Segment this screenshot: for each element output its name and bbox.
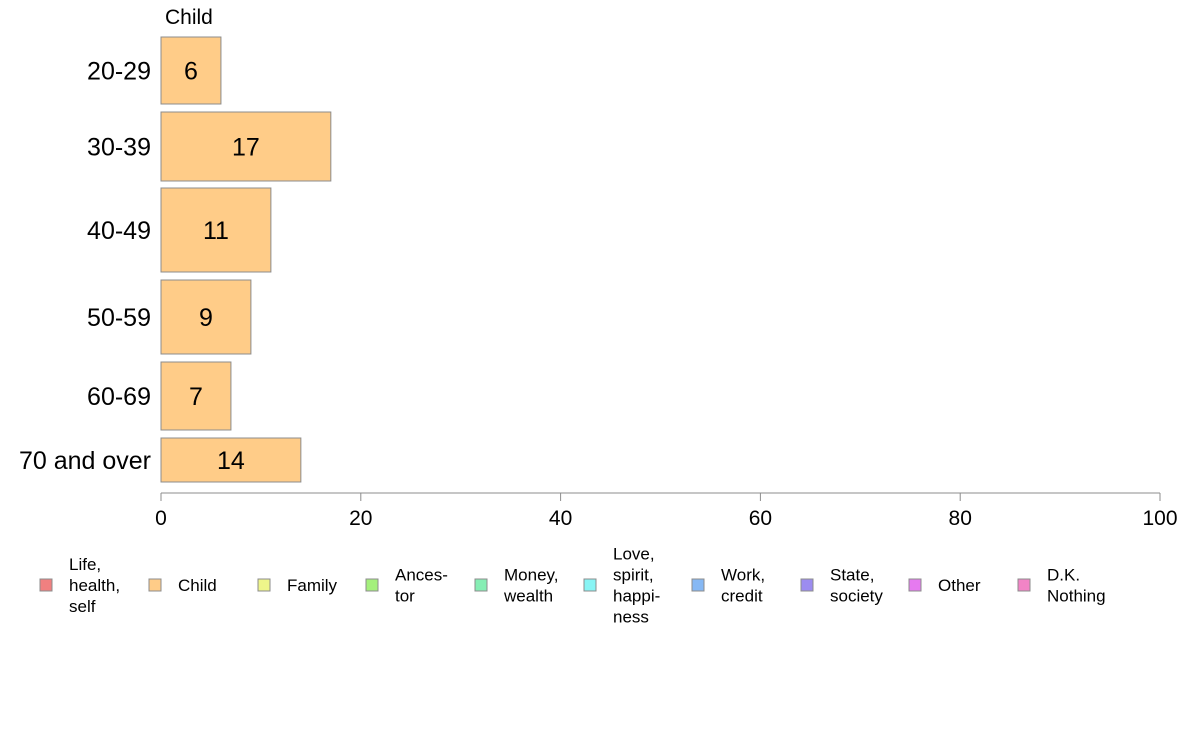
bar-value-label: 11: [203, 217, 229, 245]
bar: [160, 36, 222, 105]
legend-swatch: [1017, 578, 1031, 592]
category-labels: 20-29 30-39 40-49 50-59 60-69 70 and over: [19, 58, 151, 476]
bar-value-label: 6: [184, 58, 198, 86]
legend-swatch: [148, 578, 162, 592]
legend: Life, health, self Child Family Ances-tor Mone…: [39, 545, 1106, 627]
category-label: 30-39: [87, 134, 151, 162]
legend-label: D.K.: [1047, 566, 1080, 585]
x-tick-label: 100: [1142, 507, 1177, 530]
legend-label: society: [830, 587, 883, 606]
category-label: 60-69: [87, 383, 151, 411]
bar-value-label: 17: [232, 134, 260, 162]
legend-label: wealth: [503, 587, 553, 606]
legend-label: Other: [938, 576, 981, 595]
bar-value-label: 7: [189, 383, 203, 411]
legend-swatch: [365, 578, 379, 592]
category-label: 50-59: [87, 304, 151, 332]
column-header-label: Child: [165, 6, 213, 29]
legend-label: self: [69, 597, 96, 616]
x-tick-label: 20: [349, 507, 372, 530]
legend-label: Work,: [721, 566, 765, 585]
bar: [160, 437, 302, 483]
legend-label: Ances-: [395, 566, 448, 585]
bar-value-label: 9: [199, 304, 213, 332]
legend-label: health,: [69, 576, 120, 595]
legend-label: Life,: [69, 555, 101, 574]
legend-swatch: [257, 578, 271, 592]
legend-label: Family: [287, 576, 338, 595]
category-label: 20-29: [87, 58, 151, 86]
legend-swatch: [800, 578, 814, 592]
legend-label: Love,: [613, 545, 655, 564]
legend-swatch: [474, 578, 488, 592]
legend-label: ness: [613, 608, 649, 627]
category-label: 40-49: [87, 217, 151, 245]
legend-label: State,: [830, 566, 874, 585]
legend-label: happi-: [613, 587, 660, 606]
bar: [160, 361, 232, 431]
legend-label: spirit,: [613, 566, 654, 585]
category-label: 70 and over: [19, 447, 151, 475]
x-tick-label: 80: [949, 507, 972, 530]
bar: [160, 279, 252, 355]
legend-swatch: [39, 578, 53, 592]
x-tick-label: 0: [155, 507, 167, 530]
bar-value-label: 14: [217, 447, 245, 475]
bar: [160, 111, 332, 182]
x-tick-label: 40: [549, 507, 572, 530]
x-axis: 0 20 40 60 80 100: [155, 492, 1178, 530]
legend-swatch: [691, 578, 705, 592]
legend-swatch: [583, 578, 597, 592]
legend-label: Money,: [504, 566, 559, 585]
legend-label: Child: [178, 576, 217, 595]
x-tick-label: 60: [749, 507, 772, 530]
bar: [160, 187, 272, 273]
legend-swatch: [908, 578, 922, 592]
legend-label: tor: [395, 587, 415, 606]
bars-layer: Child 6 17 11 9 7 14: [160, 6, 332, 483]
legend-label: Nothing: [1047, 587, 1106, 606]
legend-label: credit: [721, 587, 763, 606]
